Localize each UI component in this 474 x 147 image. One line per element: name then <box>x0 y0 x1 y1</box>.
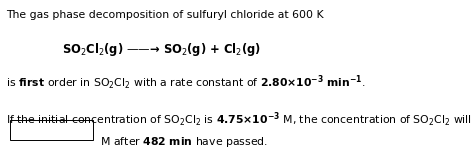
Text: is $\bf{first}$ order in SO$_2$Cl$_2$ with a rate constant of $\bf{2.80{\times}1: is $\bf{first}$ order in SO$_2$Cl$_2$ wi… <box>6 74 365 92</box>
Text: M after $\bf{482}$ $\bf{min}$ have passed.: M after $\bf{482}$ $\bf{min}$ have passe… <box>97 135 268 147</box>
Text: The gas phase decomposition of sulfuryl chloride at 600 K: The gas phase decomposition of sulfuryl … <box>6 10 323 20</box>
Bar <box>10 120 93 140</box>
Text: If the initial concentration of SO$_2$Cl$_2$ is $\bf{4.75{\times}10^{-3}}$ M, th: If the initial concentration of SO$_2$Cl… <box>6 110 474 129</box>
Text: SO$_2$Cl$_2$(g) ——→ SO$_2$(g) + Cl$_2$(g): SO$_2$Cl$_2$(g) ——→ SO$_2$(g) + Cl$_2$(g… <box>62 41 260 58</box>
